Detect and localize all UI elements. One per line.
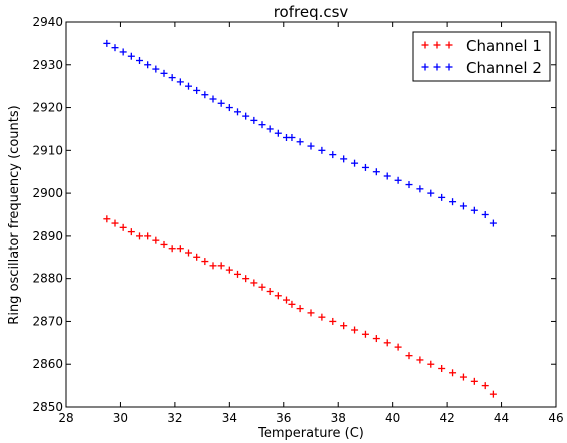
x-tick-label: 46 xyxy=(548,411,563,425)
x-tick-label: 38 xyxy=(331,411,346,425)
y-tick-label: 2940 xyxy=(32,15,63,29)
x-axis-label: Temperature (C) xyxy=(257,426,364,441)
x-tick-label: 42 xyxy=(439,411,454,425)
y-tick-label: 2930 xyxy=(32,58,63,72)
y-tick-label: 2850 xyxy=(32,400,63,414)
chart-title: rofreq.csv xyxy=(274,3,349,21)
y-tick-label: 2900 xyxy=(32,186,63,200)
y-tick-label: 2860 xyxy=(32,357,63,371)
x-tick-label: 32 xyxy=(167,411,182,425)
x-tick-label: 34 xyxy=(222,411,237,425)
y-tick-label: 2920 xyxy=(32,101,63,115)
x-tick-label: 40 xyxy=(385,411,400,425)
y-tick-label: 2880 xyxy=(32,272,63,286)
y-tick-label: 2910 xyxy=(32,143,63,157)
y-axis-label: Ring oscillator frequency (counts) xyxy=(7,105,22,324)
legend-label-channel-1: Channel 1 xyxy=(466,37,542,55)
x-tick-label: 44 xyxy=(494,411,509,425)
legend-label-channel-2: Channel 2 xyxy=(466,59,542,77)
y-tick-label: 2890 xyxy=(32,229,63,243)
legend: Channel 1 Channel 2 xyxy=(413,32,550,81)
x-tick-label: 36 xyxy=(276,411,291,425)
x-tick-label: 30 xyxy=(113,411,128,425)
y-tick-label: 2870 xyxy=(32,314,63,328)
